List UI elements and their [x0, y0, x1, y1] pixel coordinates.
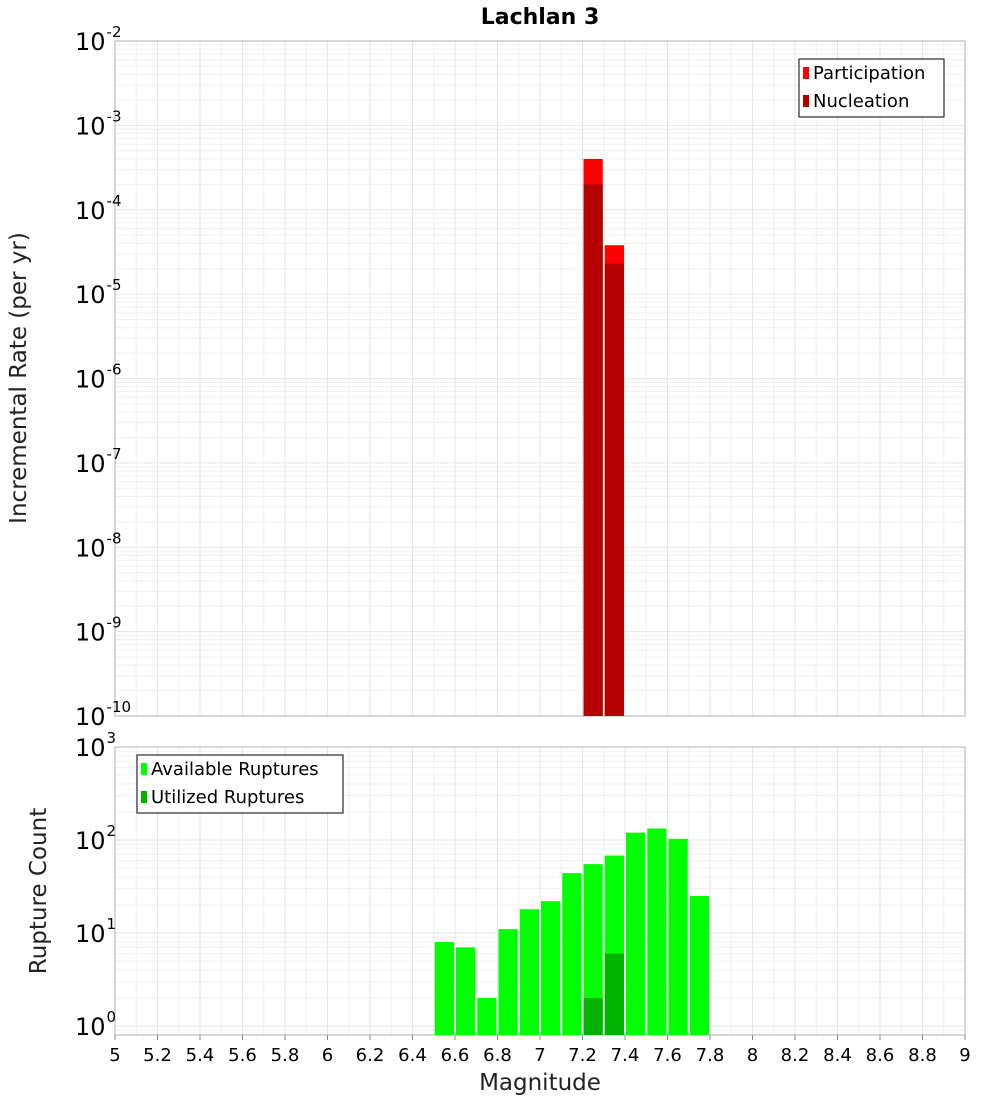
top-legend-box	[798, 58, 945, 118]
x-tick-label: 6.8	[483, 1045, 512, 1066]
bottom-legend: Available Ruptures Utilized Ruptures	[136, 754, 344, 814]
x-tick-label: 5.8	[271, 1045, 300, 1066]
bottom-y-tick-labels: 100 101 102 103	[75, 729, 116, 1041]
x-tick-label: 6	[322, 1045, 333, 1066]
y-tick-label: 103	[75, 729, 116, 762]
x-tick-label: 6.2	[356, 1045, 385, 1066]
x-tick-label: 8.2	[781, 1045, 810, 1066]
bar	[647, 828, 667, 1035]
y-tick-label: 100	[75, 1008, 116, 1041]
bottom-grid	[114, 747, 966, 1036]
x-axis-label: Magnitude	[479, 1070, 601, 1096]
x-tick-label: 5.2	[143, 1045, 172, 1066]
bar	[434, 942, 454, 1035]
top-y-tick-labels: 10-10 10-9 10-8 10-7 10-6 10-5 10-4 10-3 10-2	[75, 23, 131, 731]
x-tick-label: 8.4	[823, 1045, 852, 1066]
y-tick-label: 10-5	[75, 276, 122, 309]
x-tick-label: 7.6	[653, 1045, 682, 1066]
top-grid	[114, 41, 966, 717]
top-legend: Participation Nucleation	[798, 58, 945, 118]
x-tick-label: 7.2	[568, 1045, 597, 1066]
legend-entry: Utilized Ruptures	[151, 787, 304, 808]
legend-swatch	[141, 791, 147, 803]
y-tick-label: 10-4	[75, 192, 122, 225]
x-tick-label: 7.4	[611, 1045, 640, 1066]
x-tick-label: 6.4	[398, 1045, 427, 1066]
x-tick-labels: 5 5.2 5.4 5.6 5.8 6 6.2 6.4 6.6 6.8 7 7.2 7.4 7.6 7.8 8…	[109, 1035, 971, 1066]
bar	[626, 832, 646, 1035]
y-tick-label: 10-8	[75, 529, 122, 562]
legend-swatch	[141, 763, 147, 775]
bar	[689, 895, 709, 1035]
legend-entry: Nucleation	[813, 91, 909, 112]
x-tick-label: 6.6	[441, 1045, 470, 1066]
legend-entry: Available Ruptures	[151, 759, 319, 780]
y-tick-label: 10-9	[75, 614, 122, 647]
bar	[583, 184, 603, 717]
legend-entry: Participation	[813, 63, 925, 84]
top-bars	[583, 158, 624, 717]
x-tick-label: 5.4	[186, 1045, 215, 1066]
y-tick-label: 10-10	[75, 698, 131, 731]
x-tick-label: 8.8	[908, 1045, 937, 1066]
top-y-axis-label: Incremental Rate (per yr)	[6, 232, 32, 524]
x-tick-label: 7	[534, 1045, 545, 1066]
bar	[498, 929, 518, 1035]
y-tick-label: 10-2	[75, 23, 122, 56]
bar	[477, 997, 497, 1035]
y-tick-label: 10-3	[75, 107, 122, 140]
bottom-bars	[434, 828, 709, 1035]
legend-swatch	[803, 95, 809, 107]
bar	[604, 953, 624, 1035]
bar	[456, 947, 476, 1035]
x-tick-label: 5.6	[228, 1045, 257, 1066]
bar	[541, 901, 561, 1035]
bar	[562, 873, 582, 1035]
bar	[519, 909, 539, 1035]
bar	[583, 997, 603, 1035]
x-tick-label: 7.8	[696, 1045, 725, 1066]
y-tick-label: 10-7	[75, 445, 122, 478]
chart-title: Lachlan 3	[481, 5, 600, 30]
bar	[604, 263, 624, 716]
bottom-y-axis-label: Rupture Count	[26, 808, 52, 974]
x-tick-label: 5	[109, 1045, 120, 1066]
x-tick-label: 8.6	[866, 1045, 895, 1066]
bar	[668, 838, 688, 1035]
y-tick-label: 10-6	[75, 361, 122, 394]
bar	[583, 864, 603, 1035]
x-tick-label: 8	[747, 1045, 758, 1066]
top-plot-area	[114, 40, 966, 717]
y-tick-label: 102	[75, 822, 116, 855]
x-tick-label: 9	[959, 1045, 970, 1066]
y-tick-label: 101	[75, 915, 116, 948]
legend-swatch	[803, 67, 809, 79]
bottom-legend-box	[136, 754, 344, 814]
